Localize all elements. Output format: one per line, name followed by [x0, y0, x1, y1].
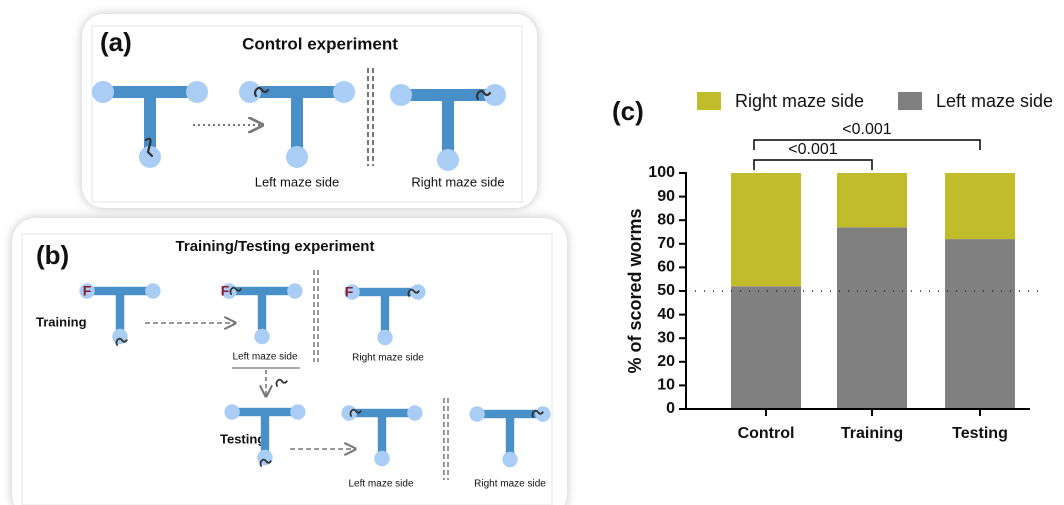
y-tick-label: 20	[657, 353, 675, 370]
panel-title: Training/Testing experiment	[176, 238, 375, 255]
bar-segment	[945, 239, 1015, 409]
caption: Right maze side	[352, 353, 424, 364]
y-tick-label: 80	[657, 211, 675, 228]
bar-segment	[731, 286, 801, 409]
y-tick-label: 90	[657, 188, 675, 205]
legend-label: Left maze side	[936, 91, 1053, 111]
y-tick-label: 30	[657, 329, 675, 346]
y-tick-label: 70	[657, 235, 675, 252]
food-marker: F	[221, 283, 230, 299]
panel-label: (c)	[612, 96, 644, 126]
y-tick-label: 10	[657, 377, 675, 394]
y-tick-label: 40	[657, 306, 675, 323]
significance-bracket	[754, 160, 872, 170]
y-tick-label: 0	[666, 400, 675, 417]
caption: Right maze side	[474, 479, 546, 490]
caption: Left maze side	[255, 174, 340, 189]
y-tick-label: 60	[657, 259, 675, 276]
food-marker: F	[345, 284, 354, 300]
caption: Left maze side	[348, 479, 413, 490]
y-axis-title: % of scored worms	[625, 208, 645, 373]
significance-label: <0.001	[788, 141, 837, 158]
bar-segment	[945, 173, 1015, 239]
panel-label: (b)	[36, 240, 69, 270]
bar-segment	[837, 227, 907, 409]
panel-b: (b) Training/Testing experiment Training…	[12, 218, 567, 505]
bar-segment	[837, 173, 907, 227]
figure: (a) Control experiment Left maze side Ri…	[0, 0, 1064, 505]
row-label: Training	[36, 314, 87, 329]
panel-a: (a) Control experiment Left maze side Ri…	[82, 14, 537, 208]
legend-label: Right maze side	[735, 91, 864, 111]
bar-segment	[731, 173, 801, 286]
food-marker: F	[83, 283, 92, 299]
x-tick-label: Training	[841, 425, 903, 442]
significance-label: <0.001	[842, 121, 891, 138]
y-tick-label: 100	[648, 164, 675, 181]
x-tick-label: Testing	[952, 425, 1008, 442]
x-tick-label: Control	[738, 425, 795, 442]
legend-swatch	[697, 92, 721, 110]
panel-title: Control experiment	[242, 34, 398, 53]
caption: Left maze side	[232, 352, 297, 363]
panel-label: (a)	[100, 27, 132, 57]
row-label: Testing	[220, 431, 265, 446]
y-tick-label: 50	[657, 282, 675, 299]
panel-c: (c) % of scored worms 0 10 20 30 40 50 60 70 80 9…	[612, 91, 1053, 442]
caption: Right maze side	[411, 174, 504, 189]
legend-swatch	[898, 92, 922, 110]
